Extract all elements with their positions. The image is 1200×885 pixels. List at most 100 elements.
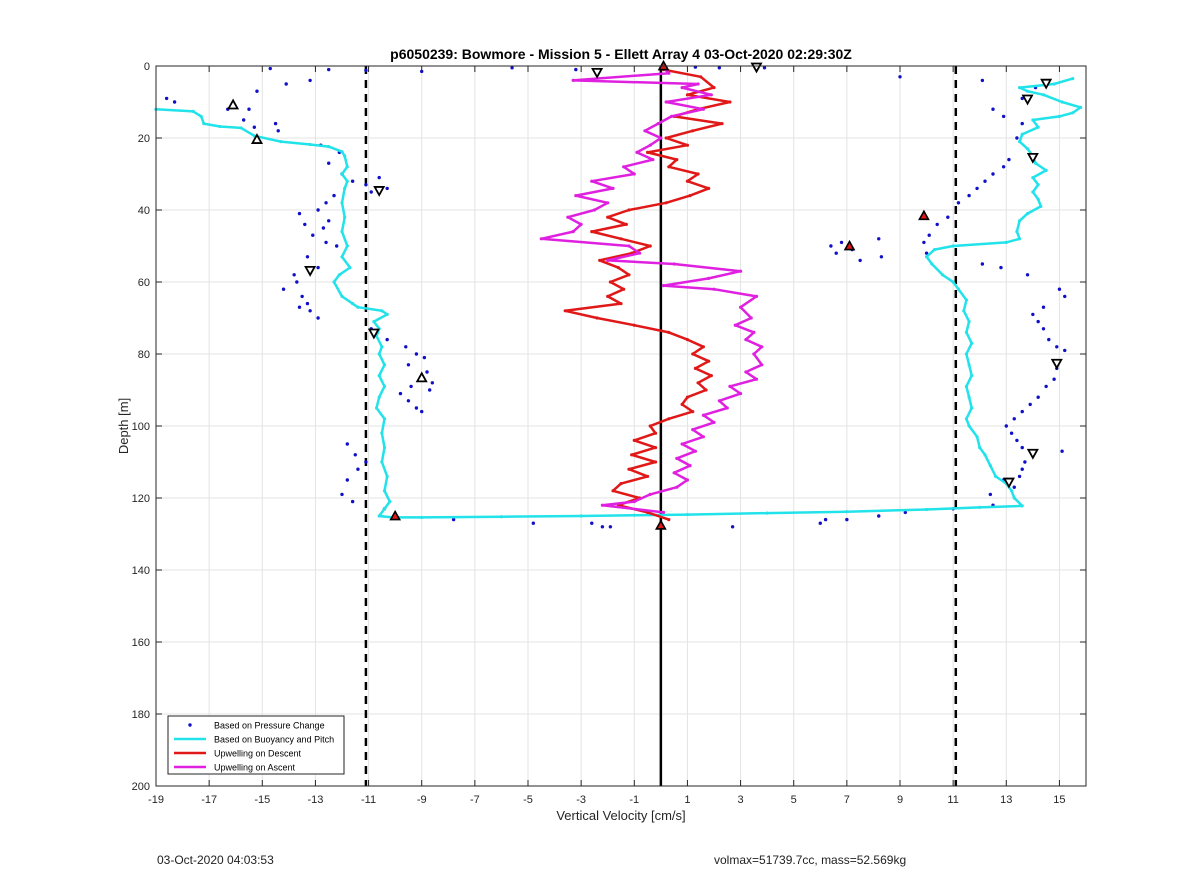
series-point bbox=[964, 330, 969, 334]
pressure-point bbox=[1063, 294, 1067, 299]
series-point bbox=[590, 179, 594, 183]
series-point bbox=[765, 511, 769, 515]
pressure-point bbox=[858, 258, 862, 263]
legend-label: Upwelling on Descent bbox=[214, 749, 302, 759]
pressure-point bbox=[324, 201, 328, 205]
series-point bbox=[1060, 100, 1064, 104]
series-point bbox=[661, 510, 666, 514]
series-point bbox=[611, 186, 615, 190]
series-point bbox=[685, 143, 690, 147]
pressure-point bbox=[531, 521, 536, 525]
pressure-point bbox=[980, 262, 985, 266]
series-point bbox=[667, 417, 671, 421]
grid bbox=[155, 65, 1086, 787]
series-point bbox=[616, 266, 620, 270]
series-point bbox=[940, 273, 945, 277]
pressure-point bbox=[406, 363, 411, 367]
series-point bbox=[656, 122, 660, 126]
pressure-point bbox=[510, 66, 514, 70]
series-point bbox=[1031, 118, 1035, 122]
pressure-point bbox=[308, 309, 312, 313]
series-point bbox=[964, 384, 969, 388]
series-point bbox=[664, 100, 668, 104]
pressure-point bbox=[1020, 96, 1024, 101]
triangle-down-marker bbox=[1002, 477, 1015, 489]
pressure-point bbox=[327, 67, 331, 72]
series-point bbox=[951, 280, 955, 284]
pressure-point bbox=[369, 190, 373, 194]
chart-title: p6050239: Bowmore - Mission 5 - Ellett A… bbox=[390, 46, 852, 62]
series-point bbox=[667, 71, 671, 75]
series-point bbox=[1020, 504, 1024, 508]
series-point bbox=[754, 377, 759, 381]
series-point bbox=[717, 399, 721, 403]
triangle-down-marker bbox=[367, 328, 380, 340]
series-point bbox=[627, 244, 631, 248]
series-point bbox=[675, 456, 679, 460]
series-upwelling-on-descent bbox=[563, 68, 732, 522]
pressure-point bbox=[1036, 395, 1040, 399]
series-point bbox=[951, 244, 955, 248]
series-point bbox=[967, 395, 971, 399]
series-point bbox=[1004, 240, 1008, 244]
series-point bbox=[1033, 161, 1038, 165]
legend-label: Based on Buoyancy and Pitch bbox=[214, 735, 334, 745]
series-point bbox=[340, 201, 344, 205]
pressure-point bbox=[451, 517, 456, 522]
pressure-point bbox=[398, 391, 403, 396]
series-point bbox=[707, 359, 711, 363]
series-point bbox=[651, 158, 655, 162]
pressure-point bbox=[1020, 445, 1024, 450]
series-point bbox=[685, 93, 690, 97]
pressure-point bbox=[295, 280, 299, 284]
series-point bbox=[701, 345, 705, 349]
legend-entry: Upwelling on Ascent bbox=[174, 763, 296, 773]
legend-box bbox=[167, 715, 345, 775]
pressure-point bbox=[327, 161, 331, 165]
series-point bbox=[659, 136, 663, 140]
footer-stats: volmax=51739.7cc, mass=52.569kg bbox=[714, 853, 907, 867]
series-point bbox=[382, 489, 387, 493]
series-point bbox=[1020, 132, 1024, 136]
series-point bbox=[712, 420, 716, 424]
series-point bbox=[619, 302, 623, 306]
pressure-point bbox=[988, 492, 993, 497]
pressure-point bbox=[409, 384, 413, 389]
series-point bbox=[606, 201, 610, 205]
series-point bbox=[956, 287, 961, 291]
series-point bbox=[696, 82, 700, 86]
pressure-point bbox=[1023, 460, 1027, 464]
pressure-point bbox=[316, 208, 320, 212]
series-point bbox=[1015, 230, 1019, 234]
legend-entry: Upwelling on Descent bbox=[174, 749, 302, 759]
series-point bbox=[994, 474, 998, 478]
pressure-point bbox=[1015, 438, 1019, 443]
series-point bbox=[332, 280, 336, 284]
pressure-point bbox=[924, 251, 929, 255]
footer-timestamp: 03-Oct-2020 04:03:53 bbox=[157, 853, 274, 867]
y-tick-label: 100 bbox=[132, 421, 150, 433]
pressure-point bbox=[276, 129, 280, 133]
x-tick-label: -5 bbox=[523, 794, 533, 806]
pressure-point bbox=[353, 453, 357, 457]
series-point bbox=[579, 222, 583, 226]
series-point bbox=[382, 363, 387, 367]
x-tick-label: 9 bbox=[897, 794, 903, 806]
series-point bbox=[1025, 212, 1030, 216]
series-point bbox=[962, 309, 966, 313]
series-point bbox=[970, 406, 974, 410]
pressure-point bbox=[255, 89, 259, 93]
pressure-point bbox=[1041, 327, 1046, 331]
series-point bbox=[1031, 190, 1035, 194]
series-point bbox=[627, 273, 631, 277]
pressure-point bbox=[980, 78, 985, 83]
pressure-point bbox=[241, 118, 246, 122]
series-point bbox=[696, 172, 700, 176]
series-point bbox=[669, 114, 674, 118]
pressure-point bbox=[404, 345, 408, 349]
series-point bbox=[600, 503, 605, 507]
series-point bbox=[688, 464, 692, 468]
series-point bbox=[648, 244, 652, 248]
series-point bbox=[218, 124, 222, 129]
